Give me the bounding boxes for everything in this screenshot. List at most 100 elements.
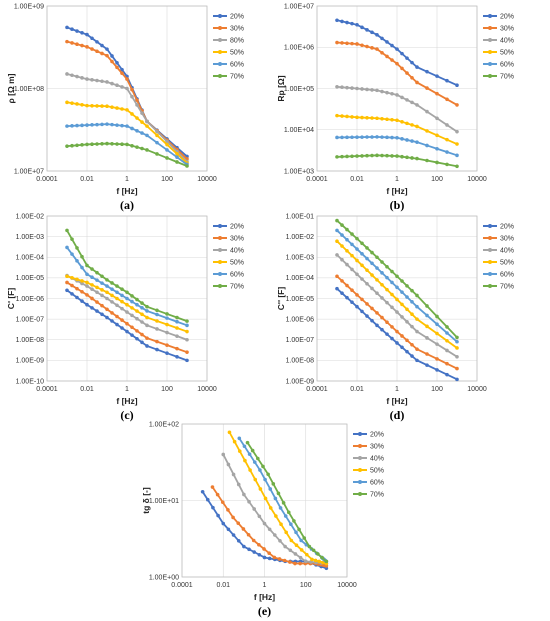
data-point (335, 155, 339, 159)
data-point (267, 556, 272, 561)
data-point (110, 141, 114, 146)
data-point (385, 40, 389, 44)
data-point (375, 255, 379, 260)
data-point (360, 154, 364, 158)
legend-marker (488, 284, 492, 288)
data-point (274, 514, 278, 518)
y-tick-label: 1.00E+07 (284, 3, 314, 10)
data-point (125, 124, 129, 128)
data-point (345, 249, 349, 253)
data-point (263, 477, 267, 482)
data-point (95, 278, 99, 282)
data-point (410, 288, 414, 293)
x-axis-title: f [Hz] (116, 396, 137, 406)
data-point (75, 29, 79, 33)
legend-label: 20% (370, 432, 384, 439)
legend-label: 30% (230, 236, 244, 243)
data-point (365, 28, 369, 32)
data-point (140, 340, 144, 345)
legend-label: 60% (500, 272, 514, 279)
data-point (365, 314, 369, 318)
data-point (375, 278, 379, 282)
data-point (135, 103, 139, 107)
plot-frame (46, 215, 208, 382)
data-point (400, 279, 404, 283)
data-point (125, 108, 129, 112)
panel-label: (e) (258, 604, 271, 618)
y-tick-label: 1.00E-08 (16, 337, 45, 344)
x-tick-label: 100 (431, 386, 443, 393)
data-point (350, 154, 354, 159)
data-point (355, 86, 359, 91)
legend-marker (218, 74, 222, 78)
x-tick-label: 100 (161, 176, 173, 183)
x-tick-label: 1 (125, 176, 129, 183)
data-point (340, 135, 344, 140)
data-point (90, 123, 94, 127)
data-point (105, 290, 109, 295)
data-point (355, 272, 359, 277)
data-point (115, 142, 119, 146)
data-point (345, 154, 349, 159)
x-tick-label: 0.0001 (171, 582, 193, 589)
data-point (435, 368, 439, 372)
legend-label: 40% (230, 248, 244, 255)
data-point (400, 154, 404, 159)
data-point (284, 530, 288, 535)
data-point (345, 227, 349, 232)
data-point (340, 244, 344, 248)
legend-label: 70% (500, 284, 514, 291)
legend-label: 70% (370, 492, 384, 499)
data-point (65, 25, 69, 30)
data-point (130, 325, 134, 330)
legend-label: 30% (230, 26, 244, 33)
data-point (95, 49, 99, 54)
data-point (345, 283, 349, 288)
data-point (90, 296, 94, 301)
data-point (247, 499, 251, 504)
data-point (268, 506, 273, 510)
data-point (227, 430, 232, 435)
data-point (370, 88, 374, 92)
data-point (455, 335, 459, 340)
data-point (135, 309, 139, 313)
data-point (405, 71, 409, 75)
data-point (175, 155, 179, 160)
data-point (410, 100, 414, 105)
data-point (258, 468, 262, 472)
data-point (299, 538, 303, 543)
data-point (390, 305, 394, 310)
data-point (455, 366, 459, 371)
data-point (455, 339, 459, 344)
data-point (165, 343, 169, 347)
data-point (390, 269, 394, 274)
data-point (105, 296, 109, 301)
y-tick-label: 1.00E-10 (16, 378, 45, 385)
data-point (445, 150, 449, 154)
data-point (220, 500, 225, 505)
legend-marker (488, 236, 492, 240)
data-point (425, 109, 429, 114)
data-point (135, 316, 139, 321)
data-point (278, 506, 283, 510)
x-axis-title: f [Hz] (116, 186, 137, 196)
data-point (350, 135, 354, 140)
data-point (385, 300, 389, 305)
data-point (250, 448, 255, 453)
data-point (135, 336, 139, 341)
data-point (355, 42, 359, 46)
data-point (395, 93, 399, 97)
data-point (115, 106, 119, 110)
data-point (395, 341, 399, 345)
panel-c: 1.00E-10 1.00E-09 1.00E-08 1.00E-07 1.00E-06… (6, 213, 244, 422)
data-point (340, 233, 344, 237)
data-point (355, 115, 359, 120)
data-point (262, 555, 267, 560)
legend-label: 60% (370, 480, 384, 487)
data-point (395, 274, 399, 279)
data-point (125, 290, 129, 295)
data-point (365, 87, 369, 92)
data-point (400, 95, 404, 100)
data-point (75, 102, 79, 106)
y-tick-label: 1.00E+06 (284, 45, 314, 52)
